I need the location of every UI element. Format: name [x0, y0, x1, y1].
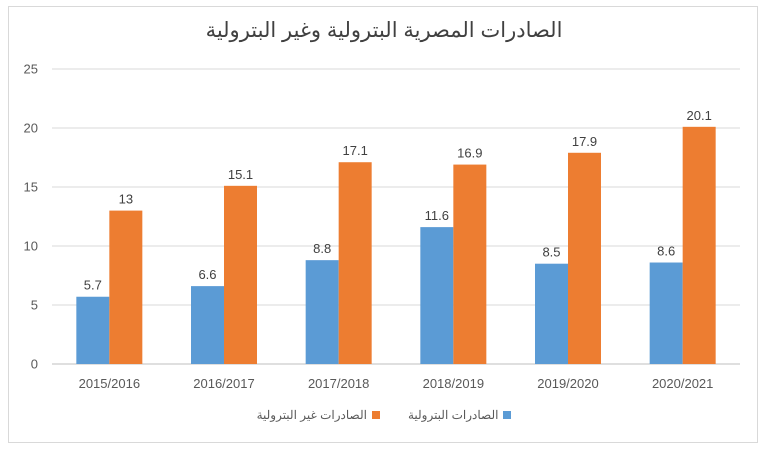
y-tick-label: 0 — [31, 357, 38, 372]
data-label: 5.7 — [84, 278, 102, 293]
data-label: 11.6 — [425, 208, 449, 223]
y-tick-label: 25 — [24, 62, 38, 77]
bar-petroleum — [191, 286, 224, 364]
bar-non-petroleum — [682, 126, 716, 364]
chart-legend: الصادرات البترولية الصادرات غير البترولي… — [0, 408, 768, 422]
bar-petroleum — [76, 296, 110, 364]
y-tick-label: 15 — [24, 180, 38, 195]
legend-swatch-non-petroleum — [371, 411, 380, 419]
bar-petroleum — [649, 262, 683, 364]
legend-item-petroleum: الصادرات البترولية — [408, 408, 512, 422]
bar-non-petroleum — [568, 152, 601, 364]
y-tick-label: 10 — [24, 239, 38, 254]
data-label: 6.6 — [198, 267, 216, 282]
bar-petroleum — [535, 263, 568, 364]
bar-non-petroleum — [453, 164, 487, 364]
bar-non-petroleum — [338, 162, 372, 364]
legend-item-non-petroleum: الصادرات غير البترولية — [257, 408, 380, 422]
x-tick-label: 2020/2021 — [652, 376, 713, 391]
x-tick-label: 2017/2018 — [308, 376, 369, 391]
data-label: 8.6 — [657, 244, 675, 259]
bar-petroleum — [305, 260, 339, 364]
chart-title: الصادرات المصرية البترولية وغير البترولي… — [205, 19, 563, 42]
data-label: 13 — [119, 192, 133, 207]
legend-swatch-petroleum — [503, 411, 512, 419]
data-label: 17.1 — [343, 143, 368, 158]
data-label: 15.1 — [228, 167, 253, 182]
x-tick-label: 2016/2017 — [193, 376, 254, 391]
y-tick-label: 5 — [31, 298, 38, 313]
legend-label-petroleum: الصادرات البترولية — [407, 408, 499, 422]
x-tick-label: 2015/2016 — [79, 376, 140, 391]
data-label: 20.1 — [687, 108, 712, 123]
x-tick-label: 2019/2020 — [537, 376, 598, 391]
bar-non-petroleum — [224, 185, 257, 364]
data-label: 16.9 — [457, 146, 482, 161]
bar-petroleum — [420, 227, 454, 364]
legend-label-non-petroleum: الصادرات غير البترولية — [256, 408, 367, 422]
y-tick-label: 20 — [24, 121, 38, 136]
data-label: 8.8 — [313, 241, 331, 256]
bar-non-petroleum — [109, 210, 143, 364]
x-tick-label: 2018/2019 — [423, 376, 484, 391]
data-label: 17.9 — [572, 134, 597, 149]
data-label: 8.5 — [542, 245, 560, 260]
